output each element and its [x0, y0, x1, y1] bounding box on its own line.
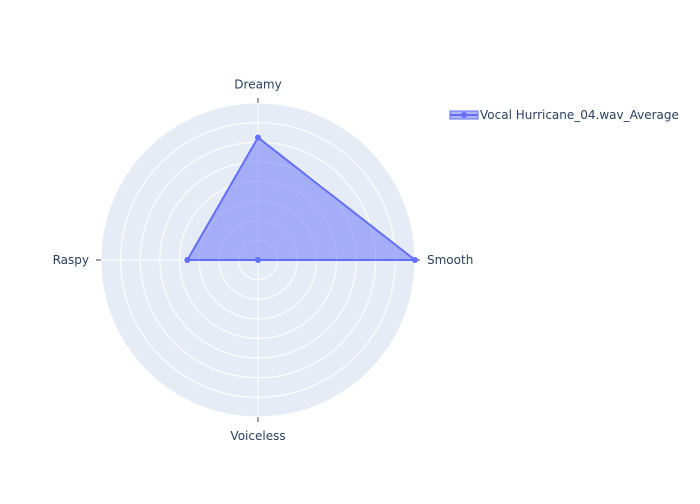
data-point-voiceless[interactable]: [255, 257, 261, 263]
series-layer: [184, 134, 418, 263]
data-point-raspy[interactable]: [184, 257, 191, 263]
legend-swatch: [448, 105, 480, 125]
data-point-dreamy[interactable]: [255, 134, 261, 141]
axis-label-voiceless: Voiceless: [230, 429, 285, 443]
axis-label-raspy: Raspy: [53, 253, 89, 267]
axis-label-dreamy: Dreamy: [234, 78, 281, 92]
axis-label-layer: Dreamy Smooth Voiceless Raspy: [53, 78, 474, 443]
legend[interactable]: Vocal Hurricane_04.wav_Average: [448, 105, 679, 125]
axis-label-smooth: Smooth: [427, 253, 473, 267]
data-point-smooth[interactable]: [412, 257, 418, 263]
legend-label: Vocal Hurricane_04.wav_Average: [480, 108, 679, 122]
